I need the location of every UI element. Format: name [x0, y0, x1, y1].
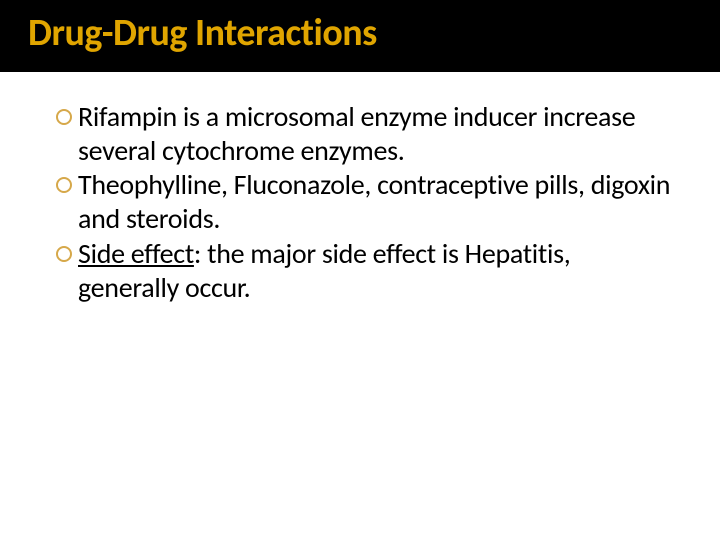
slide-title-bar: Drug-Drug Interactions	[0, 0, 720, 72]
bullet-text: Theophylline, Fluconazole, contraceptive…	[78, 168, 676, 236]
bullet-icon	[56, 246, 72, 262]
bullet-icon	[56, 177, 72, 193]
bullet-text: Rifampin is a microsomal enzyme inducer …	[78, 100, 676, 168]
bullet-icon	[56, 109, 72, 125]
slide-title: Drug-Drug Interactions	[28, 10, 692, 56]
bullet-text: Side effect: the major side effect is He…	[78, 237, 676, 305]
list-item: Side effect: the major side effect is He…	[56, 237, 676, 305]
list-item: Theophylline, Fluconazole, contraceptive…	[56, 168, 676, 236]
list-item: Rifampin is a microsomal enzyme inducer …	[56, 100, 676, 168]
slide-body: Rifampin is a microsomal enzyme inducer …	[0, 72, 720, 305]
